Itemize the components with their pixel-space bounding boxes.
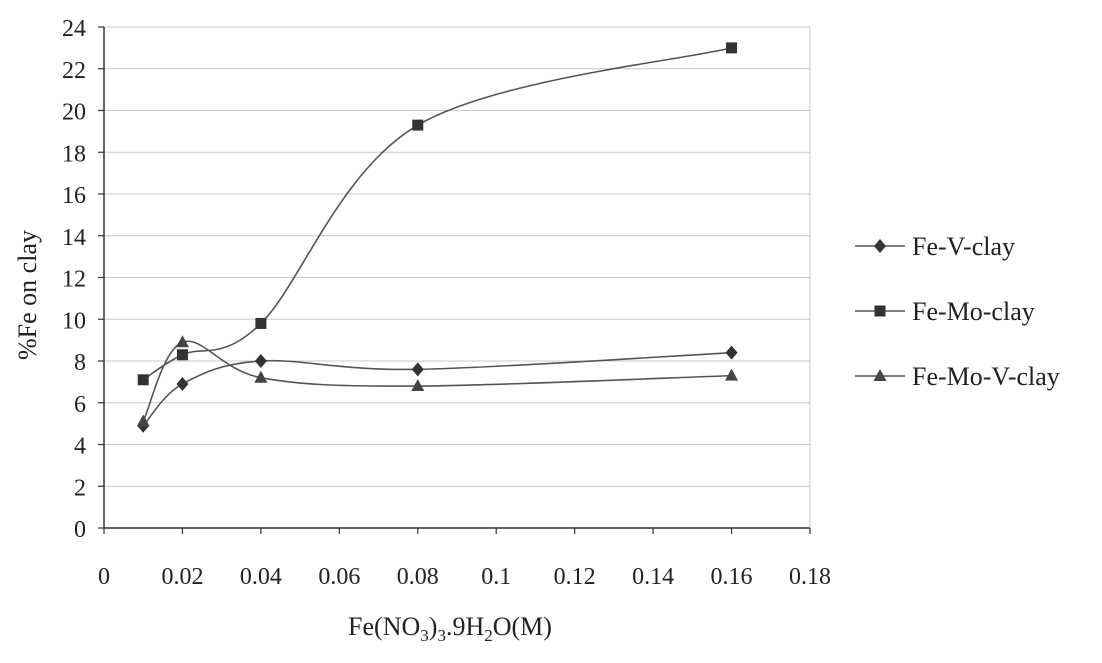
legend-marker-square <box>874 305 886 317</box>
data-point <box>254 370 268 383</box>
legend-label: Fe-Mo-V-clay <box>912 362 1060 391</box>
x-tick-label: 0.16 <box>711 564 753 590</box>
x-axis-label-subscript: 3 <box>437 626 446 646</box>
x-axis-label: Fe(NO3)3.9H2O(M) <box>0 612 900 646</box>
legend-label: Fe-Mo-clay <box>912 297 1035 326</box>
x-tick-label: 0.12 <box>554 564 596 590</box>
series-fe-v-clay <box>137 345 738 433</box>
x-axis-label-part: O(M) <box>492 612 552 641</box>
y-tick-label: 4 <box>74 434 86 460</box>
data-point <box>254 354 267 368</box>
x-axis-label-subscript: 3 <box>420 626 429 646</box>
y-tick-label: 20 <box>62 100 86 126</box>
y-tick-label: 10 <box>62 308 86 334</box>
data-point <box>412 119 424 131</box>
series-line <box>142 351 732 427</box>
series-line <box>142 340 732 422</box>
data-point <box>726 42 738 54</box>
legend-marker-diamond <box>874 239 886 253</box>
legend-item: Fe-Mo-clay <box>855 297 1035 326</box>
y-tick-label: 24 <box>62 16 86 42</box>
y-tick-label: 2 <box>74 475 86 501</box>
x-tick-label: 0.14 <box>632 564 674 590</box>
y-tick-label: 0 <box>74 517 86 543</box>
grid-layer <box>104 26 811 528</box>
y-tick-label: 22 <box>62 58 86 84</box>
data-point <box>176 376 189 391</box>
legend-label: Fe-V-clay <box>912 232 1015 261</box>
y-tick-label: 6 <box>74 392 86 418</box>
legend-marker-triangle <box>873 369 887 381</box>
x-axis-label-subscript: 2 <box>484 626 493 646</box>
data-point <box>411 362 424 377</box>
series-line <box>142 47 732 381</box>
x-tick-label: 0.02 <box>161 564 203 590</box>
data-point <box>136 414 150 427</box>
data-point <box>411 379 425 392</box>
y-tick-label: 16 <box>62 183 86 209</box>
data-point <box>255 317 267 329</box>
legend: Fe-V-clay Fe-Mo-clay Fe-Mo-V-clay <box>855 232 1060 391</box>
series-layer <box>136 42 739 433</box>
x-tick-label: 0.18 <box>789 564 831 590</box>
x-axis-label-part: Fe(NO <box>348 612 421 641</box>
data-point <box>175 335 189 348</box>
data-point <box>137 374 149 386</box>
series-fe-mo-clay <box>137 42 738 386</box>
x-axis-label-part: .9H <box>445 612 485 641</box>
x-axis-label-part: ) <box>428 612 438 641</box>
legend-item: Fe-Mo-V-clay <box>855 362 1060 391</box>
x-tick-label: 0 <box>98 564 110 590</box>
x-tick-label: 0.04 <box>240 564 282 590</box>
series-fe-mo-v-clay <box>136 335 739 427</box>
legend-item: Fe-V-clay <box>855 232 1015 261</box>
y-tick-label: 8 <box>74 350 86 376</box>
x-tick-label: 0.08 <box>397 564 439 590</box>
y-axis-label: %Fe on clay <box>13 230 42 360</box>
data-point <box>176 349 188 361</box>
x-tick-label: 0.1 <box>481 564 511 590</box>
y-tick-label: 18 <box>62 141 86 167</box>
y-tick-label: 12 <box>62 267 86 293</box>
data-point <box>725 345 738 360</box>
data-point <box>725 368 739 381</box>
y-tick-label: 14 <box>62 225 86 251</box>
x-tick-label: 0.06 <box>318 564 360 590</box>
